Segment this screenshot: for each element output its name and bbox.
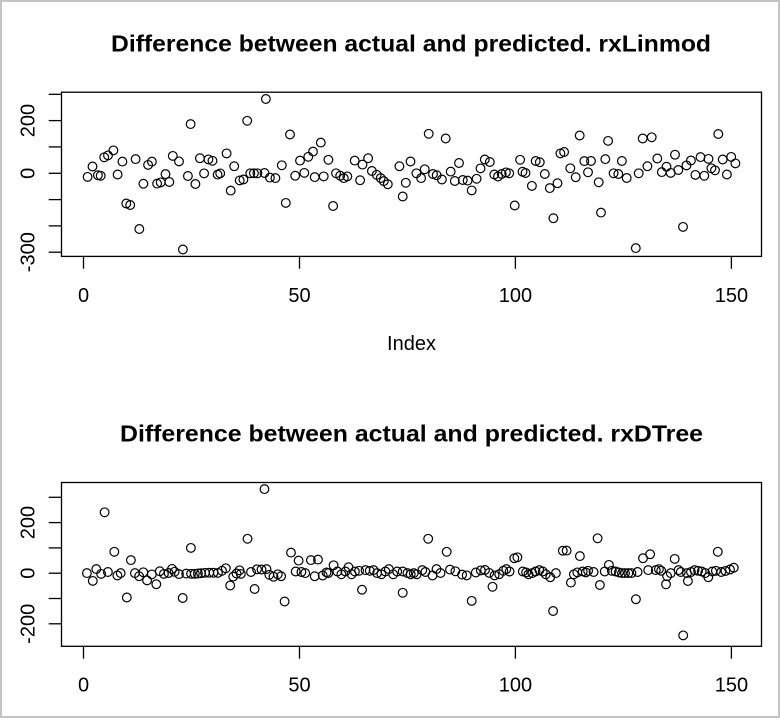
svg-text:150: 150 <box>715 285 748 307</box>
svg-text:150: 150 <box>715 675 748 697</box>
svg-text:-200: -200 <box>18 604 40 644</box>
svg-text:0: 0 <box>78 675 89 697</box>
svg-text:-300: -300 <box>18 232 40 272</box>
svg-text:200: 200 <box>18 506 40 539</box>
svg-text:Difference between actual and: Difference between actual and predicted.… <box>111 31 711 57</box>
svg-text:50: 50 <box>288 285 310 307</box>
svg-text:100: 100 <box>499 285 532 307</box>
svg-text:100: 100 <box>499 675 532 697</box>
svg-text:0: 0 <box>18 568 40 579</box>
svg-text:50: 50 <box>288 675 310 697</box>
svg-text:0: 0 <box>78 285 89 307</box>
svg-text:Index: Index <box>387 333 436 355</box>
svg-text:0: 0 <box>18 168 40 179</box>
svg-text:200: 200 <box>18 104 40 137</box>
svg-text:Difference between actual and: Difference between actual and predicted.… <box>120 421 703 447</box>
